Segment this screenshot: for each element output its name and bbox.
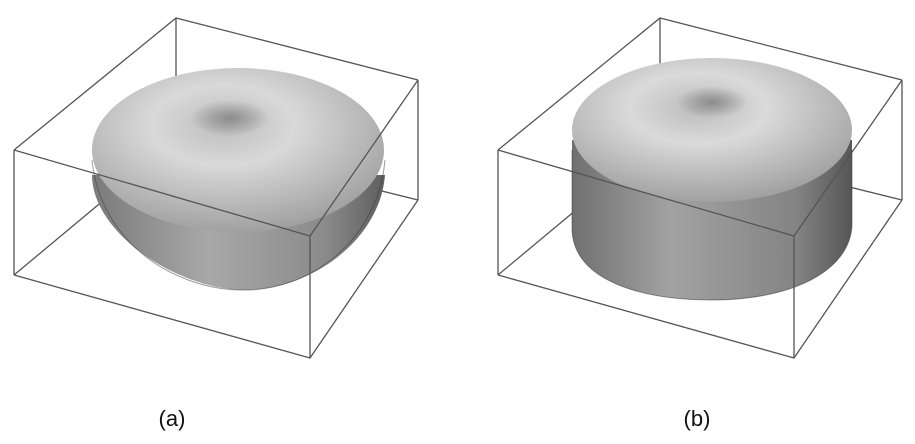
panel-label-a: (a) [159,406,186,431]
panel-b: (b) [497,17,903,431]
solid-surface-b [571,58,853,301]
bounding-box-front-b [497,79,903,359]
panel-label-b: (b) [684,406,711,431]
panel-a: (a) [13,17,419,431]
bounding-box-front-a [13,79,419,359]
solid-surface-a [91,68,386,291]
